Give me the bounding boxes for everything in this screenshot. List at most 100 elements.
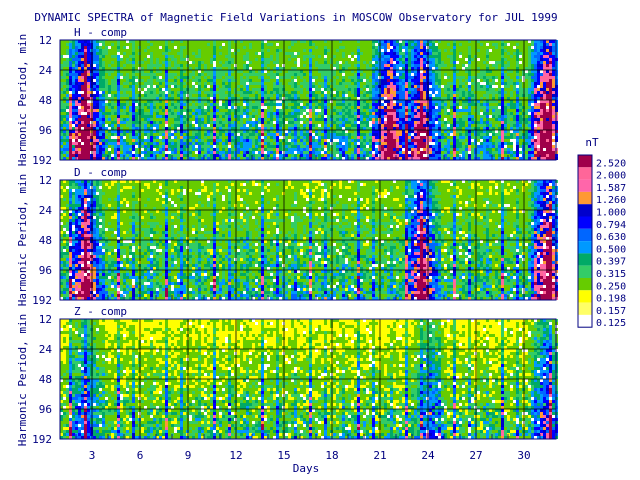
spectrum-cell [354, 127, 357, 130]
spectrum-cell [441, 52, 444, 55]
spectrum-cell [204, 109, 207, 112]
spectrum-cell [96, 109, 99, 112]
spectrum-cell [300, 103, 303, 106]
spectrum-cell [294, 85, 297, 88]
spectrum-cell [165, 76, 168, 79]
spectrum-cell [147, 94, 150, 97]
spectrum-cell [330, 103, 333, 106]
spectrum-cell [165, 100, 168, 103]
spectrum-cell [486, 79, 489, 82]
spectrum-cell [531, 76, 534, 79]
spectrum-cell [339, 127, 342, 130]
spectrum-cell [273, 64, 276, 67]
spectrum-cell [246, 46, 249, 49]
spectrum-cell [501, 88, 504, 91]
spectrum-cell [501, 49, 504, 52]
spectrum-cell [204, 67, 207, 70]
spectrum-cell [330, 43, 333, 46]
spectrum-cell [183, 52, 186, 55]
spectrum-cell [261, 49, 264, 52]
spectrum-cell [513, 127, 516, 130]
spectrum-cell [420, 127, 423, 130]
spectrum-cell [408, 109, 411, 112]
spectrum-cell [384, 97, 387, 100]
spectrum-cell [297, 52, 300, 55]
spectrum-cell [399, 85, 402, 88]
spectrum-cell [315, 91, 318, 94]
spectrum-cell [399, 40, 402, 43]
spectrum-cell [108, 46, 111, 49]
spectrum-cell [123, 52, 126, 55]
spectrum-cell [474, 46, 477, 49]
spectrum-cell [252, 76, 255, 79]
spectrum-cell [477, 91, 480, 94]
spectrum-cell [135, 52, 138, 55]
spectrum-cell [504, 79, 507, 82]
spectrum-cell [108, 55, 111, 58]
spectrum-cell [285, 100, 288, 103]
spectrum-cell [279, 70, 282, 73]
spectrum-cell [543, 100, 546, 103]
spectrum-cell [504, 58, 507, 61]
spectrum-cell [75, 88, 78, 91]
spectrum-cell [228, 58, 231, 61]
spectrum-cell [288, 97, 291, 100]
spectrum-cell [135, 82, 138, 85]
spectrum-cell [78, 124, 81, 127]
spectrum-cell [264, 82, 267, 85]
spectrum-cell [543, 46, 546, 49]
spectrum-cell [432, 88, 435, 91]
spectrum-cell [303, 103, 306, 106]
spectrum-cell [315, 112, 318, 115]
spectrum-cell [303, 121, 306, 124]
spectrum-cell [402, 118, 405, 121]
spectrum-cell [504, 64, 507, 67]
spectrum-cell [342, 112, 345, 115]
spectrum-cell [138, 118, 141, 121]
spectrum-cell [330, 106, 333, 109]
spectrum-cell [159, 79, 162, 82]
spectrum-cell [348, 109, 351, 112]
spectrum-cell [366, 49, 369, 52]
spectrum-cell [360, 79, 363, 82]
spectrum-cell [297, 112, 300, 115]
spectrum-cell [63, 91, 66, 94]
spectrum-cell [156, 67, 159, 70]
spectrum-cell [114, 112, 117, 115]
spectrum-cell [315, 94, 318, 97]
spectrum-cell [213, 88, 216, 91]
spectrum-cell [216, 103, 219, 106]
spectrum-cell [528, 61, 531, 64]
spectrum-cell [432, 40, 435, 43]
spectrum-cell [387, 124, 390, 127]
spectrum-cell [216, 73, 219, 76]
spectrum-cell [306, 97, 309, 100]
spectrum-cell [270, 82, 273, 85]
spectrum-cell [186, 73, 189, 76]
spectrum-cell [72, 115, 75, 118]
spectrum-cell [195, 100, 198, 103]
spectrum-cell [243, 58, 246, 61]
spectrum-cell [444, 64, 447, 67]
spectrum-cell [312, 88, 315, 91]
spectrum-cell [444, 43, 447, 46]
spectrum-cell [345, 121, 348, 124]
spectrum-cell [468, 79, 471, 82]
spectrum-cell [384, 76, 387, 79]
spectrum-cell [234, 73, 237, 76]
spectrum-cell [249, 94, 252, 97]
spectrum-cell [90, 112, 93, 115]
spectrum-cell [324, 112, 327, 115]
spectrum-cell [171, 88, 174, 91]
spectrum-cell [429, 100, 432, 103]
spectrum-cell [201, 121, 204, 124]
spectrum-cell [306, 67, 309, 70]
spectrum-cell [537, 106, 540, 109]
spectrum-cell [384, 106, 387, 109]
spectrum-cell [501, 115, 504, 118]
spectrum-cell [282, 124, 285, 127]
spectrum-cell [501, 91, 504, 94]
spectrum-cell [525, 76, 528, 79]
spectrum-cell [513, 109, 516, 112]
spectrum-cell [180, 100, 183, 103]
